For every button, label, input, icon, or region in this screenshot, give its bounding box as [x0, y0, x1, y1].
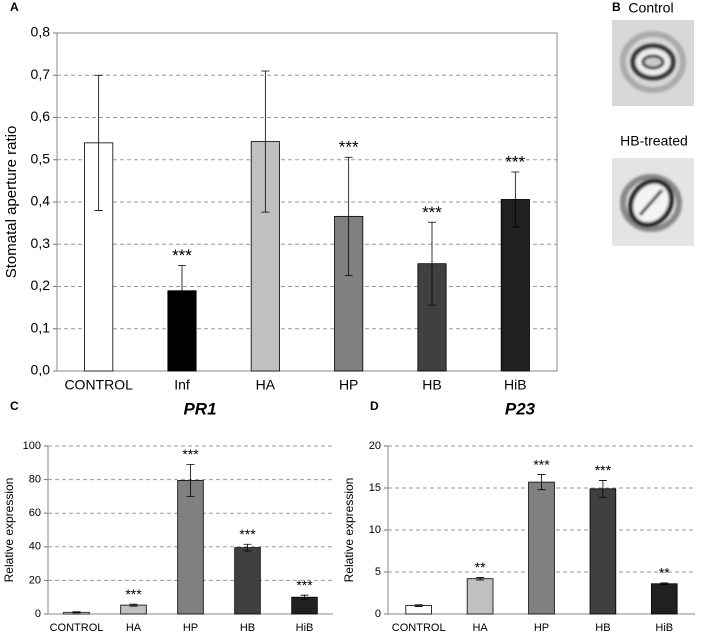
error-bar — [414, 604, 423, 607]
y-tick-label: 5 — [375, 566, 381, 578]
y-tick-label: 0,8 — [31, 24, 51, 40]
significance-label: *** — [422, 203, 442, 222]
error-bar — [537, 474, 546, 491]
x-tick-label: HP — [339, 377, 358, 393]
bar — [417, 263, 447, 372]
y-tick-label: 20 — [369, 440, 381, 452]
error-bar — [344, 156, 353, 276]
error-bar — [72, 611, 81, 614]
bar — [528, 481, 555, 615]
x-tick-label: HA — [472, 622, 488, 634]
bar — [234, 547, 261, 615]
y-tick-label: 60 — [29, 507, 41, 519]
x-tick-label: HB — [595, 622, 610, 634]
significance-label: *** — [296, 577, 313, 593]
chart-title: P23 — [505, 399, 536, 418]
bar — [177, 480, 204, 615]
error-bar — [428, 221, 436, 306]
x-tick-label: HiB — [504, 377, 527, 393]
y-tick-label: 0 — [375, 608, 381, 620]
y-tick-label: 0,3 — [31, 235, 51, 251]
significance-label: *** — [172, 246, 192, 265]
significance-label: *** — [533, 456, 550, 472]
stomata-image — [612, 20, 694, 106]
image-caption: HB-treated — [620, 133, 688, 149]
significance-label: *** — [595, 462, 612, 478]
error-bar — [186, 464, 195, 497]
significance-label: *** — [339, 138, 359, 157]
y-tick-label: 0,4 — [31, 193, 51, 209]
significance-label: *** — [505, 152, 525, 171]
x-tick-label: Inf — [174, 377, 190, 393]
y-tick-label: 80 — [29, 474, 41, 486]
y-tick-label: 0,6 — [31, 108, 51, 124]
error-bar — [243, 543, 252, 552]
x-tick-label: CONTROL — [50, 622, 104, 634]
x-tick-label: HA — [126, 622, 142, 634]
error-bar — [261, 70, 270, 213]
significance-label: *** — [125, 586, 142, 602]
y-tick-label: 0,5 — [31, 150, 51, 166]
y-axis-label: Stomatal aperture ratio — [3, 126, 20, 279]
y-tick-label: 0,0 — [31, 362, 51, 378]
x-tick-label: HB — [240, 622, 255, 634]
image-caption: Control — [628, 0, 673, 16]
bar — [651, 583, 678, 615]
bar — [466, 578, 494, 615]
error-bar — [511, 171, 520, 228]
x-tick-label: CONTROL — [64, 377, 133, 393]
bar — [291, 596, 318, 615]
error-bar — [178, 264, 186, 317]
stomata-image — [612, 158, 694, 246]
y-tick-label: 0,1 — [31, 319, 51, 335]
y-tick-label: 40 — [29, 541, 41, 553]
x-tick-label: HA — [256, 377, 276, 393]
x-tick-label: HiB — [296, 622, 314, 634]
y-tick-label: 20 — [29, 574, 41, 586]
x-tick-label: HP — [534, 622, 549, 634]
bar — [500, 199, 530, 372]
y-tick-label: 10 — [369, 524, 381, 536]
significance-label: ** — [659, 565, 670, 581]
error-bar — [94, 74, 103, 211]
panel-label: D — [370, 399, 379, 413]
x-tick-label: CONTROL — [392, 622, 446, 634]
x-tick-label: HB — [422, 377, 441, 393]
y-axis-label: Relative expression — [342, 478, 356, 583]
x-tick-label: HP — [183, 622, 198, 634]
y-tick-label: 15 — [369, 482, 381, 494]
panel-label: C — [10, 399, 19, 413]
bar — [167, 290, 197, 372]
y-tick-label: 0,2 — [31, 277, 51, 293]
chart-title: PR1 — [183, 399, 216, 418]
bar — [589, 488, 617, 615]
y-tick-label: 0,7 — [31, 66, 51, 82]
bar — [405, 605, 432, 615]
error-bar — [598, 480, 607, 498]
plot-frame — [56, 32, 558, 372]
panel-label: A — [10, 0, 19, 14]
y-tick-label: 100 — [23, 440, 41, 452]
significance-label: *** — [239, 526, 256, 542]
error-bar — [476, 577, 485, 581]
y-tick-label: 0 — [35, 608, 41, 620]
significance-label: *** — [182, 446, 199, 462]
error-bar — [660, 582, 669, 585]
error-bar — [300, 594, 309, 600]
x-tick-label: HiB — [655, 622, 673, 634]
error-bar — [129, 603, 138, 607]
panel-label: B — [612, 0, 621, 14]
significance-label: ** — [475, 559, 486, 575]
y-axis-label: Relative expression — [2, 478, 16, 583]
